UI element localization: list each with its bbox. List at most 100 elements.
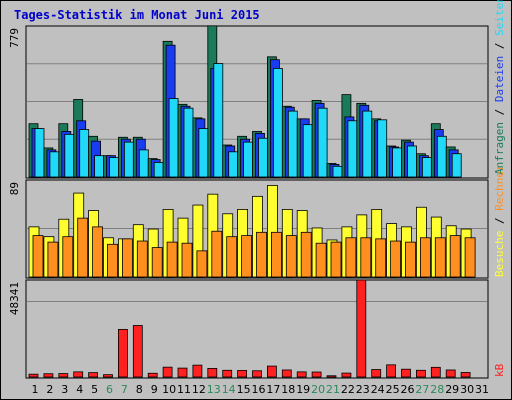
side-label-top-part-1: / (493, 102, 506, 122)
bar-bottom-kb-day-12 (192, 364, 203, 378)
x-tick-label-1: 1 (32, 383, 39, 396)
bar-bottom-kb-day-24 (371, 369, 382, 378)
side-label-bottom: kB (493, 363, 506, 377)
bar-bottom-kb-day-27 (415, 369, 426, 378)
bar-top-seiten-day-29 (451, 153, 462, 178)
bar-top-seiten-day-27 (421, 157, 432, 178)
x-tick-label-19: 19 (296, 383, 310, 396)
x-tick-label-7: 7 (121, 383, 128, 396)
x-tick-label-14: 14 (222, 383, 236, 396)
bar-bottom-kb-day-20 (311, 371, 322, 378)
bar-top-seiten-day-8 (138, 149, 149, 178)
bar-middle-rechner-day-17 (270, 231, 282, 278)
side-label-top: Anfragen / Dateien / Seiten (493, 0, 506, 175)
bar-middle-rechner-day-5 (92, 226, 103, 278)
bar-top-seiten-day-4 (79, 129, 90, 178)
bar-bottom-kb-day-26 (401, 368, 411, 378)
bar-bottom-kb-day-15 (237, 370, 248, 378)
bar-middle-rechner-day-11 (181, 242, 193, 278)
bar-top-seiten-day-14 (228, 151, 239, 178)
side-label-middle: Besuche / Rechner (493, 164, 506, 277)
x-axis-labels: 1 2 3 4 5 6 7 8 9 10 11 12 13 14 15 16 17 18 19 20 21 22 23 24 2… (32, 383, 490, 396)
bar-top-seiten-day-10 (168, 98, 179, 178)
bar-top-seiten-day-3 (64, 133, 75, 178)
bar-middle-rechner-day-28 (434, 237, 446, 278)
x-tick-label-26: 26 (401, 383, 415, 396)
y-max-label-top: 779 (8, 28, 21, 48)
x-tick-label-5: 5 (91, 383, 98, 396)
bar-top-seiten-day-16 (258, 137, 268, 178)
x-tick-label-12: 12 (192, 383, 206, 396)
side-label-top-part-3: / (493, 36, 506, 56)
bar-middle-rechner-day-4 (77, 217, 89, 278)
side-label-bottom-part-0: kB (493, 363, 506, 377)
x-tick-label-24: 24 (371, 383, 385, 396)
bar-middle-rechner-day-12 (196, 250, 208, 278)
bar-middle-rechner-day-27 (419, 237, 431, 278)
bar-top-seiten-day-24 (377, 119, 388, 178)
x-tick-label-25: 25 (386, 383, 400, 396)
bar-top-seiten-day-26 (407, 145, 417, 178)
bar-middle-rechner-day-22 (345, 237, 357, 278)
x-tick-label-31: 31 (475, 383, 489, 396)
x-tick-label-13: 13 (207, 383, 221, 396)
bar-bottom-kb-day-5 (88, 372, 98, 378)
side-label-top-part-0: Anfragen (493, 122, 506, 175)
chart-title: Tages-Statistik im Monat Juni 2015 (14, 8, 260, 22)
bar-middle-rechner-day-2 (47, 241, 59, 278)
x-tick-label-29: 29 (445, 383, 459, 396)
bar-middle-rechner-day-9 (151, 247, 163, 278)
x-tick-label-3: 3 (61, 383, 68, 396)
bar-top-seiten-day-17 (272, 68, 283, 178)
panel-middle-background (25, 179, 489, 279)
panel-bottom-background (25, 279, 489, 379)
bar-bottom-kb-day-19 (296, 371, 307, 378)
side-label-top-part-4: Seiten (493, 0, 506, 36)
bar-bottom-kb-day-14 (222, 369, 233, 378)
bar-top-seiten-day-25 (392, 147, 403, 178)
x-tick-label-15: 15 (237, 383, 251, 396)
y-axis-labels: 779 89 48341 (8, 28, 21, 315)
bar-middle-rechner-day-3 (62, 236, 74, 278)
bar-middle-rechner-day-13 (211, 230, 223, 278)
bar-bottom-kb-day-13 (207, 368, 218, 378)
x-tick-label-27: 27 (415, 383, 429, 396)
bar-top-seiten-day-15 (243, 141, 254, 178)
x-tick-label-6: 6 (106, 383, 113, 396)
x-tick-label-10: 10 (162, 383, 176, 396)
bar-top-seiten-day-5 (94, 155, 104, 178)
bar-middle-rechner-day-21 (330, 241, 342, 278)
bar-bottom-kb-day-11 (177, 367, 188, 378)
bar-bottom-kb-day-7 (118, 328, 128, 378)
bar-top-seiten-day-2 (49, 151, 60, 178)
x-tick-label-28: 28 (430, 383, 444, 396)
x-tick-label-2: 2 (46, 383, 53, 396)
bar-bottom-kb-day-16 (252, 370, 262, 378)
bar-bottom-kb-day-21 (326, 375, 337, 378)
bar-top-seiten-day-12 (198, 128, 209, 178)
x-tick-label-4: 4 (76, 383, 83, 396)
bar-bottom-kb-day-3 (58, 373, 69, 378)
bar-bottom-kb-day-6 (103, 374, 113, 378)
x-tick-label-17: 17 (266, 383, 280, 396)
bar-bottom-kb-day-30 (460, 372, 471, 378)
bar-middle-rechner-day-26 (405, 241, 416, 278)
bar-bottom-kb-day-22 (341, 372, 352, 378)
bar-bottom-kb-day-18 (281, 369, 292, 378)
bar-middle-rechner-day-15 (241, 235, 253, 278)
bar-bottom-kb-day-2 (43, 373, 54, 378)
panel-top-background (25, 25, 489, 179)
bar-middle-rechner-day-8 (136, 240, 148, 278)
bar-bottom-kb-day-28 (430, 366, 441, 378)
bar-top-seiten-day-9 (153, 162, 164, 178)
x-tick-label-11: 11 (177, 383, 191, 396)
bar-middle-rechner-day-23 (360, 237, 372, 278)
bar-bottom-kb-day-10 (162, 366, 173, 378)
side-label-middle-part-2: Rechner (493, 164, 506, 211)
bar-middle-rechner-day-19 (300, 231, 312, 278)
bar-bottom-kb-day-1 (28, 373, 39, 378)
bar-top-seiten-day-7 (124, 141, 134, 178)
bar-middle-rechner-day-1 (32, 235, 44, 278)
